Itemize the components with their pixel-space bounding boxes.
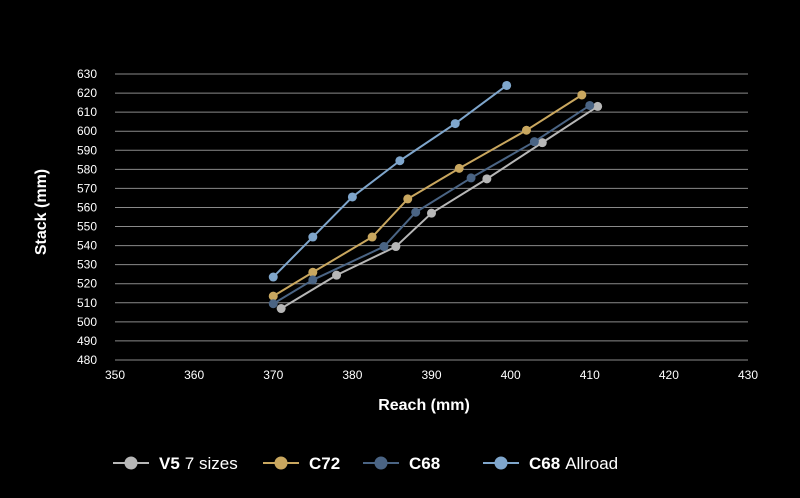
- data-point: [427, 208, 436, 218]
- x-axis-ticks: 350 360 370 380 390 400 410 420 430: [105, 368, 758, 382]
- legend-item: C72: [263, 454, 340, 473]
- y-axis-ticks: 630 620 610 600 590 580 570 560 550 540 530 520 510 5…: [77, 67, 97, 367]
- series-4: [268, 80, 512, 282]
- legend-label: C68 Allroad: [529, 454, 618, 473]
- data-point: [577, 90, 587, 100]
- legend-name: C68: [409, 454, 440, 473]
- data-point: [395, 156, 405, 166]
- y-tick-label: 540: [77, 239, 97, 253]
- data-point: [585, 100, 595, 110]
- data-point: [521, 125, 531, 135]
- x-tick-label: 410: [580, 368, 600, 382]
- series-2: [268, 90, 587, 301]
- legend: V5 7 sizes C72 C68 C68 Allroad: [113, 454, 618, 473]
- legend-label: C68: [409, 454, 440, 473]
- data-point: [268, 272, 278, 282]
- data-point: [347, 192, 357, 202]
- data-point: [268, 291, 278, 301]
- y-tick-label: 610: [77, 105, 97, 119]
- legend-marker: [274, 456, 288, 470]
- series-1: [276, 101, 603, 314]
- data-series: [268, 80, 603, 314]
- data-point: [367, 232, 377, 242]
- data-point: [379, 242, 389, 252]
- data-point: [276, 304, 286, 314]
- x-tick-label: 360: [184, 368, 204, 382]
- x-tick-label: 390: [421, 368, 441, 382]
- y-tick-label: 630: [77, 67, 97, 81]
- data-point: [308, 232, 318, 242]
- y-tick-label: 550: [77, 220, 97, 234]
- x-tick-label: 370: [263, 368, 283, 382]
- y-axis-title: Stack (mm): [33, 169, 50, 255]
- data-point: [466, 173, 476, 183]
- series-line: [272, 84, 508, 278]
- x-tick-label: 400: [501, 368, 521, 382]
- y-tick-label: 570: [77, 181, 97, 195]
- data-point: [411, 207, 421, 217]
- legend-name: C72: [309, 454, 340, 473]
- data-point: [391, 242, 401, 252]
- data-point: [332, 270, 342, 280]
- x-tick-label: 380: [342, 368, 362, 382]
- y-tick-label: 510: [77, 296, 97, 310]
- y-tick-label: 500: [77, 315, 97, 329]
- y-tick-label: 620: [77, 86, 97, 100]
- y-tick-label: 490: [77, 334, 97, 348]
- data-point: [403, 194, 413, 204]
- y-tick-label: 590: [77, 143, 97, 157]
- x-tick-label: 350: [105, 368, 125, 382]
- y-tick-label: 580: [77, 162, 97, 176]
- legend-item: C68: [363, 454, 440, 473]
- x-axis-title: Reach (mm): [378, 397, 470, 414]
- data-point: [537, 138, 547, 148]
- data-point: [482, 174, 492, 184]
- legend-item: C68 Allroad: [483, 454, 618, 473]
- data-point: [454, 163, 464, 173]
- legend-marker: [494, 456, 508, 470]
- legend-name: C68: [529, 454, 560, 473]
- y-tick-label: 560: [77, 200, 97, 214]
- data-point: [268, 299, 278, 309]
- y-tick-label: 530: [77, 258, 97, 272]
- y-tick-label: 480: [77, 353, 97, 367]
- legend-name: V5: [159, 454, 180, 473]
- data-point: [502, 80, 512, 90]
- series-line: [272, 104, 591, 305]
- legend-suffix: 7 sizes: [185, 454, 238, 473]
- x-tick-label: 430: [738, 368, 758, 382]
- data-point: [308, 275, 318, 285]
- data-point: [308, 267, 318, 277]
- legend-marker: [124, 456, 138, 470]
- gridlines: [115, 73, 748, 361]
- legend-item: V5 7 sizes: [113, 454, 238, 473]
- series-line: [272, 94, 583, 297]
- data-point: [529, 137, 539, 147]
- legend-label: V5 7 sizes: [159, 454, 238, 473]
- data-point: [450, 119, 460, 129]
- x-tick-label: 420: [659, 368, 679, 382]
- y-tick-label: 600: [77, 124, 97, 138]
- data-point: [593, 101, 603, 111]
- y-tick-label: 520: [77, 277, 97, 291]
- legend-marker: [374, 456, 388, 470]
- series-3: [268, 100, 595, 309]
- legend-label: C72: [309, 454, 340, 473]
- legend-suffix: Allroad: [565, 454, 618, 473]
